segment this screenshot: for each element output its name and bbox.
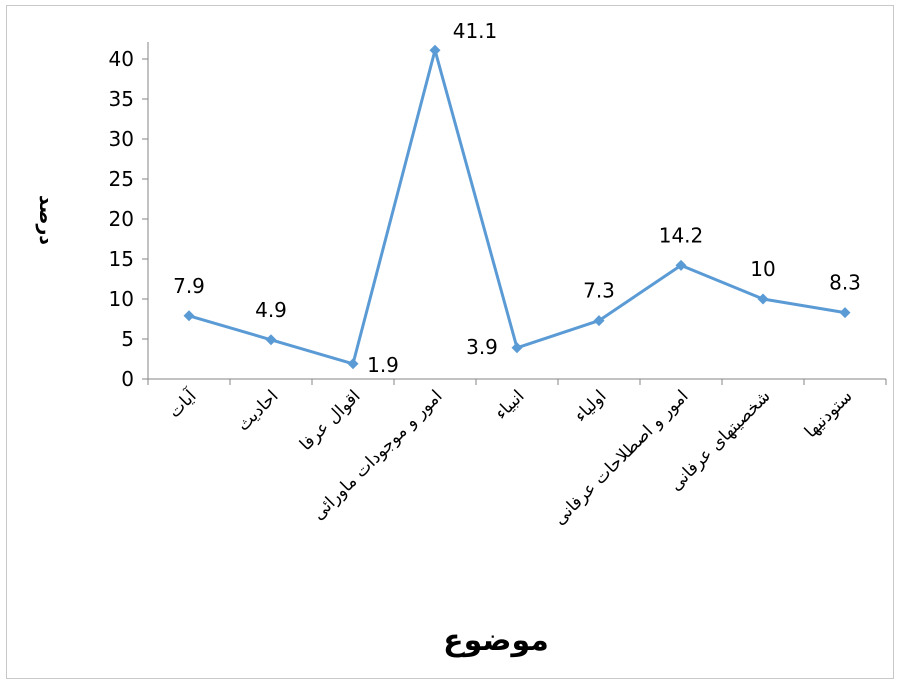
data-label: 7.3 xyxy=(583,279,615,303)
data-point-marker xyxy=(593,315,605,327)
x-category-label: اقوال عرفا xyxy=(296,386,365,455)
x-axis-title: موضوع xyxy=(443,623,549,658)
data-point-marker xyxy=(265,334,277,346)
data-point-marker xyxy=(511,342,523,354)
y-axis-title: درصد xyxy=(35,195,57,245)
data-label: 4.9 xyxy=(255,298,287,322)
data-label: 3.9 xyxy=(466,335,498,359)
x-category-label: ستودنیها xyxy=(801,386,857,442)
y-tick-label: 40 xyxy=(109,47,134,71)
y-tick-label: 10 xyxy=(109,287,134,311)
data-label: 41.1 xyxy=(453,19,498,43)
data-labels: 7.9 4.9 1.9 41.1 3.9 7.3 14.2 10 8.3 xyxy=(173,19,861,377)
x-category-label: انبیاء xyxy=(491,386,528,423)
y-tick-label: 15 xyxy=(109,247,134,271)
data-point-marker xyxy=(839,307,851,319)
x-category-label: احادیث xyxy=(233,386,282,435)
y-tick-label: 35 xyxy=(109,87,134,111)
x-category-label: آیات xyxy=(163,384,201,422)
data-point-marker xyxy=(757,293,769,305)
chart-frame xyxy=(6,5,894,679)
data-label: 14.2 xyxy=(659,223,704,247)
data-point-marker xyxy=(429,44,441,56)
y-axis: 0 5 10 15 20 25 30 35 40 xyxy=(109,42,149,391)
y-tick-label: 0 xyxy=(121,367,134,391)
y-tick-label: 25 xyxy=(109,167,134,191)
data-label: 7.9 xyxy=(173,274,205,298)
data-label: 10 xyxy=(750,257,775,281)
x-category-label: اولیاء xyxy=(571,386,611,426)
data-point-marker xyxy=(675,259,687,271)
y-tick-label: 20 xyxy=(109,207,134,231)
y-tick-label: 5 xyxy=(121,327,134,351)
data-label: 8.3 xyxy=(829,271,861,295)
x-category-label: امور و اصطلاحات عرفانی xyxy=(550,386,693,529)
y-tick-label: 30 xyxy=(109,127,134,151)
series-group xyxy=(183,44,851,370)
data-point-marker xyxy=(347,358,359,370)
data-point-marker xyxy=(183,310,195,322)
data-label: 1.9 xyxy=(367,353,399,377)
series-line xyxy=(188,48,846,366)
